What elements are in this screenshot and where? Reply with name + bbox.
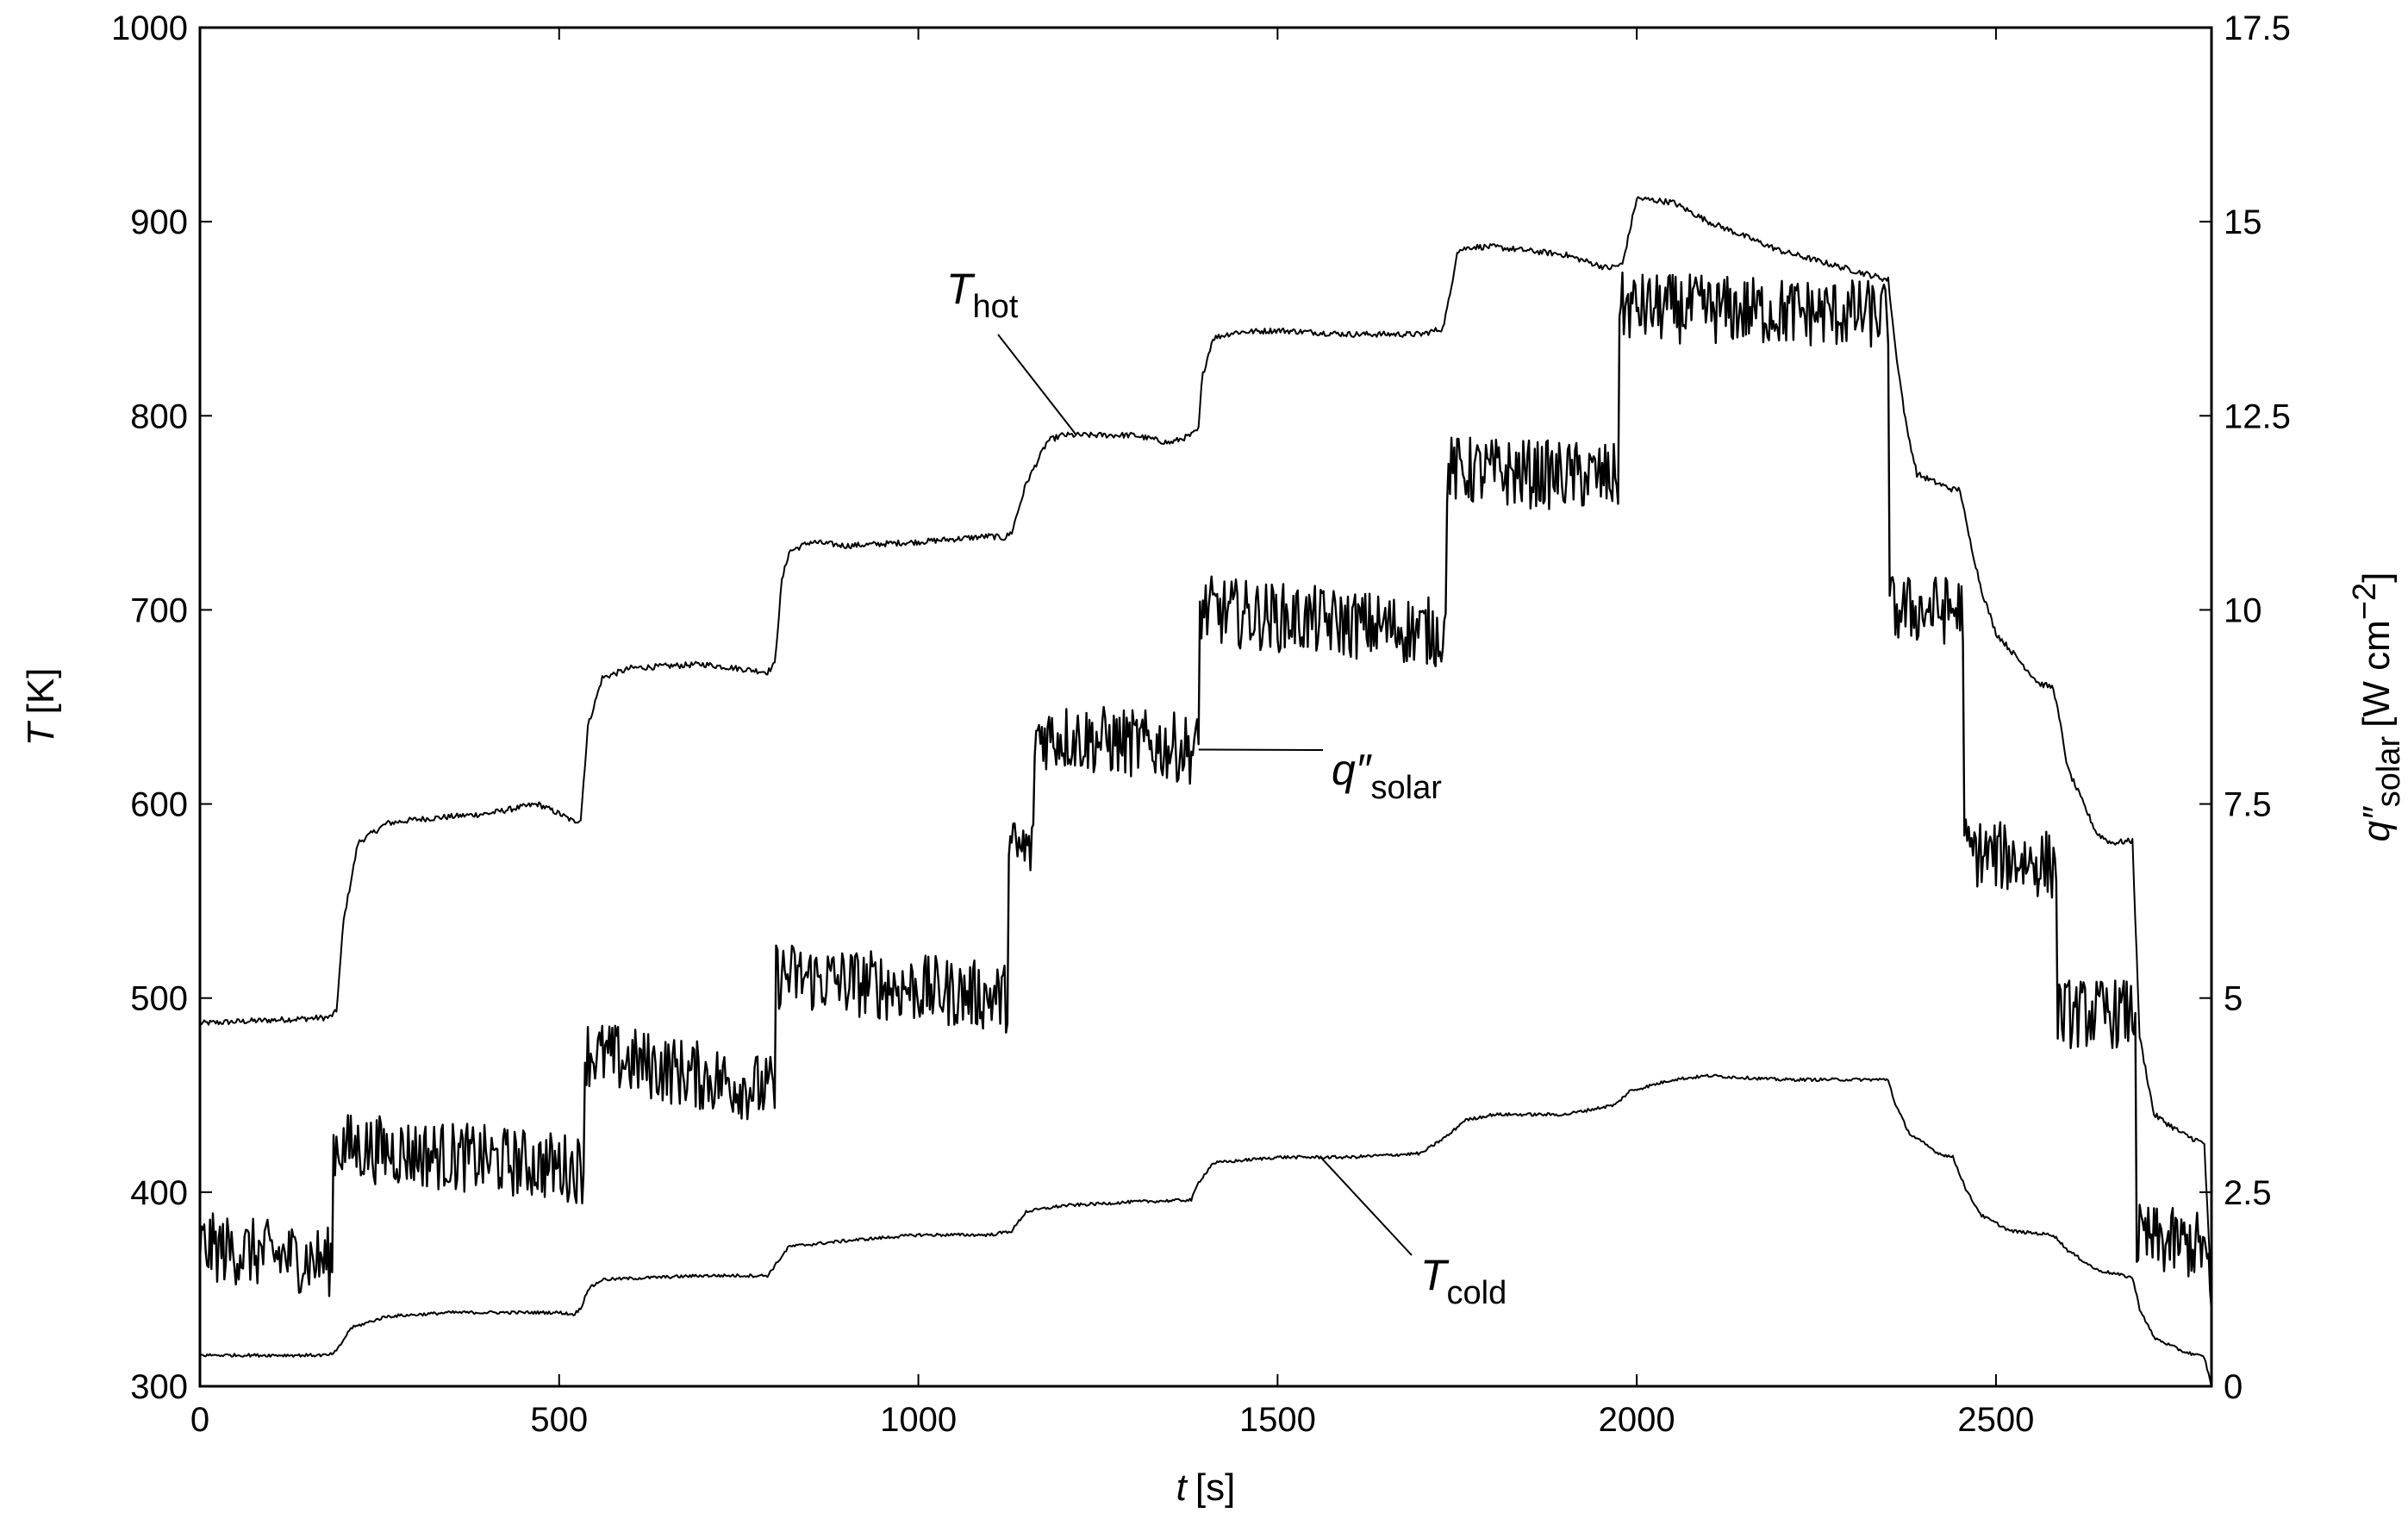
annotation-t-hot: Thot [946, 265, 1019, 325]
y-right-tick-label: 12.5 [2224, 397, 2291, 435]
x-axis-unit: [s] [1195, 1466, 1235, 1509]
series-line-q-solar [198, 271, 2213, 1310]
y-left-tick-label: 1000 [111, 9, 188, 47]
y-left-tick-label: 400 [130, 1174, 188, 1212]
annotation-t-hot-symbol: T [946, 265, 976, 313]
series-layer [198, 196, 2213, 1388]
y-axis-right-unit: [W cm [2355, 620, 2398, 728]
y-right-tick-label: 10 [2224, 591, 2262, 629]
x-tick-label: 500 [530, 1401, 588, 1439]
x-axis-symbol: t [1176, 1466, 1188, 1509]
x-axis-label: t [s] [1176, 1466, 1236, 1509]
annotation-q-solar-subscript: solar [1371, 770, 1443, 806]
x-tick-label: 2500 [1957, 1401, 2034, 1439]
annotation-t-cold-symbol: T [1420, 1251, 1450, 1299]
annotation-connectors [997, 334, 1413, 1256]
plot-frame [198, 26, 2213, 1388]
annotation-connector [1319, 1156, 1413, 1256]
y-left-tick-label: 500 [130, 980, 188, 1018]
y-left-tick-label: 900 [130, 203, 188, 241]
series-line-t-cold [199, 1073, 2212, 1388]
y-right-tick-label: 2.5 [2224, 1174, 2272, 1212]
y-axis-right-unit-close: ] [2355, 572, 2398, 583]
annotation-t-hot-subscript: hot [973, 289, 1019, 325]
annotation-q-solar: q″solar [1332, 746, 1442, 806]
y-right-tick-label: 17.5 [2224, 9, 2291, 47]
y-right-tick-label: 7.5 [2224, 786, 2272, 824]
y-right-tick-label: 0 [2224, 1368, 2243, 1406]
y-axis-left-unit: [K] [20, 668, 62, 715]
x-tick-label: 2000 [1599, 1401, 1675, 1439]
x-tick-label: 1500 [1239, 1401, 1316, 1439]
y-axis-left-symbol: T [20, 720, 62, 746]
annotation-t-cold-subscript: cold [1447, 1275, 1507, 1311]
x-tick-label: 1000 [880, 1401, 957, 1439]
y-left-tick-label: 800 [130, 397, 188, 435]
annotation-connector [997, 334, 1077, 436]
y-axis-left-label: T [K] [20, 668, 62, 747]
y-axis-right-symbol: q″ [2355, 806, 2398, 841]
y-axis-right-subscript: solar [2371, 736, 2407, 808]
y-left-tick-label: 600 [130, 786, 188, 824]
x-tick-label: 0 [190, 1401, 209, 1439]
y-axis-right-label: q″solar [W cm−2] [2347, 572, 2407, 842]
y-axis-right-unit-exponent: −2 [2347, 583, 2383, 620]
y-left-tick-label: 700 [130, 591, 188, 629]
annotation-q-solar-symbol: q″ [1332, 746, 1373, 794]
y-right-tick-label: 15 [2224, 203, 2262, 241]
y-right-tick-label: 5 [2224, 980, 2243, 1018]
series-line-t-hot [199, 196, 2212, 1297]
annotation-t-cold: Tcold [1420, 1251, 1507, 1311]
ticks-layer: 0 500 1000 1500 2000 2500 300 400 500 600 700 800 90… [111, 9, 2291, 1439]
y-left-tick-label: 300 [130, 1368, 188, 1406]
